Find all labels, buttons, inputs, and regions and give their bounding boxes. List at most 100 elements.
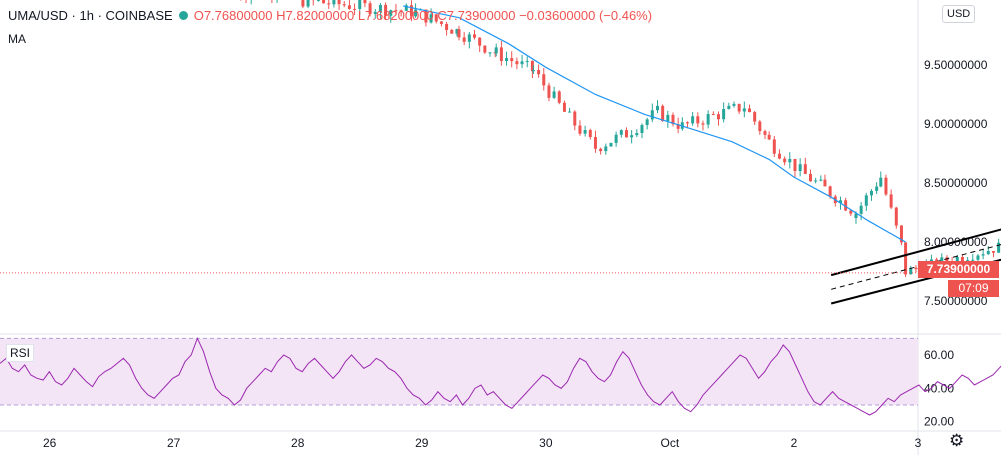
candle-body xyxy=(378,4,382,12)
candle-body xyxy=(986,251,990,255)
candle-body xyxy=(515,61,519,65)
candle-body xyxy=(727,105,731,109)
time-tick-label: 29 xyxy=(415,436,429,450)
candle-body xyxy=(767,134,771,140)
settings-gear-icon[interactable]: ⚙ xyxy=(949,431,965,450)
candle-body xyxy=(568,111,572,113)
candle-body xyxy=(306,0,310,7)
price-tick-label: 7.50000000 xyxy=(924,294,988,308)
candle-body xyxy=(849,210,853,214)
candle-body xyxy=(342,4,346,6)
candle-body xyxy=(399,10,403,12)
candle-body xyxy=(578,125,582,134)
candle-body xyxy=(316,0,320,1)
rsi-band xyxy=(0,338,918,405)
candle-body xyxy=(747,108,751,113)
ma-indicator-label[interactable]: MA xyxy=(8,32,26,46)
candle-body xyxy=(819,179,823,181)
candle-body xyxy=(547,85,551,98)
candle-body xyxy=(854,213,858,219)
candle-body xyxy=(588,130,592,138)
candle-body xyxy=(583,130,587,134)
candle-body xyxy=(889,194,893,208)
candle-body xyxy=(645,119,649,126)
candle-body xyxy=(322,0,326,4)
candle-body xyxy=(997,242,1001,253)
candle-body xyxy=(450,29,454,34)
rsi-tick-label: 20.00 xyxy=(924,415,954,429)
candle-body xyxy=(604,146,608,152)
candle-body xyxy=(894,207,898,226)
candle-body xyxy=(955,256,959,264)
current-price-tag: 7.73900000 xyxy=(918,261,999,278)
candle-body xyxy=(884,177,888,195)
time-tick-label: 27 xyxy=(167,436,181,450)
candle-body xyxy=(488,52,492,54)
time-tick-label: Oct xyxy=(661,436,680,450)
candle-body xyxy=(635,133,639,136)
price-tick-label: 9.50000000 xyxy=(924,58,988,72)
candle-body xyxy=(685,122,689,124)
candle-body xyxy=(758,121,762,132)
candle-body xyxy=(557,91,561,103)
bar-countdown: 07:09 xyxy=(948,280,999,297)
candle-body xyxy=(424,9,428,23)
candle-body xyxy=(844,200,848,211)
candle-body xyxy=(960,256,964,262)
candle-body xyxy=(904,242,908,275)
candle-body xyxy=(368,3,372,14)
candle-body xyxy=(753,112,757,122)
candle-body xyxy=(742,108,746,112)
candle-body xyxy=(467,34,471,42)
candle-body xyxy=(439,21,443,24)
candle-body xyxy=(473,34,477,38)
candle-body xyxy=(971,259,975,261)
candle-body xyxy=(828,186,832,197)
channel-upper-line[interactable] xyxy=(830,218,1001,277)
candle-body xyxy=(537,70,541,75)
candle-body xyxy=(823,179,827,187)
price-tick-label: 8.50000000 xyxy=(924,176,988,190)
candle-body xyxy=(445,23,449,30)
candle-body xyxy=(455,29,459,34)
candle-body xyxy=(462,37,466,42)
candle-body xyxy=(457,29,461,38)
candle-body xyxy=(358,0,362,9)
price-tick-label: 9.00000000 xyxy=(924,117,988,131)
currency-button[interactable]: USD xyxy=(942,5,976,23)
candle-body xyxy=(666,114,670,121)
candle-body xyxy=(409,5,413,17)
ma-line xyxy=(403,5,906,243)
candle-body xyxy=(691,116,695,124)
candle-body xyxy=(384,4,388,16)
candle-body xyxy=(363,0,367,4)
symbol-title: UMA/USD · 1h · COINBASE xyxy=(8,8,173,23)
time-tick-label: 3 xyxy=(915,436,922,450)
candle-body xyxy=(772,139,776,154)
candle-body xyxy=(864,195,868,206)
rsi-indicator-label[interactable]: RSI xyxy=(6,344,35,362)
candle-body xyxy=(525,60,529,62)
time-tick-label: 2 xyxy=(791,436,798,450)
candle-body xyxy=(414,9,418,17)
candle-body xyxy=(783,158,787,163)
candle-body xyxy=(301,0,305,7)
time-tick-label: 28 xyxy=(291,436,305,450)
candle-body xyxy=(655,105,659,111)
candle-body xyxy=(814,180,818,182)
candle-body xyxy=(429,14,433,23)
candle-body xyxy=(499,47,503,61)
candle-body xyxy=(327,3,331,5)
candle-body xyxy=(701,123,705,125)
candle-body xyxy=(696,116,700,124)
candle-body xyxy=(640,125,644,134)
candle-body xyxy=(505,58,509,61)
candle-body xyxy=(520,61,524,65)
candle-body xyxy=(661,105,665,121)
candle-body xyxy=(373,11,377,14)
candle-body xyxy=(332,0,336,5)
candle-body xyxy=(777,153,781,159)
candle-body xyxy=(706,114,710,125)
candle-body xyxy=(716,114,720,120)
